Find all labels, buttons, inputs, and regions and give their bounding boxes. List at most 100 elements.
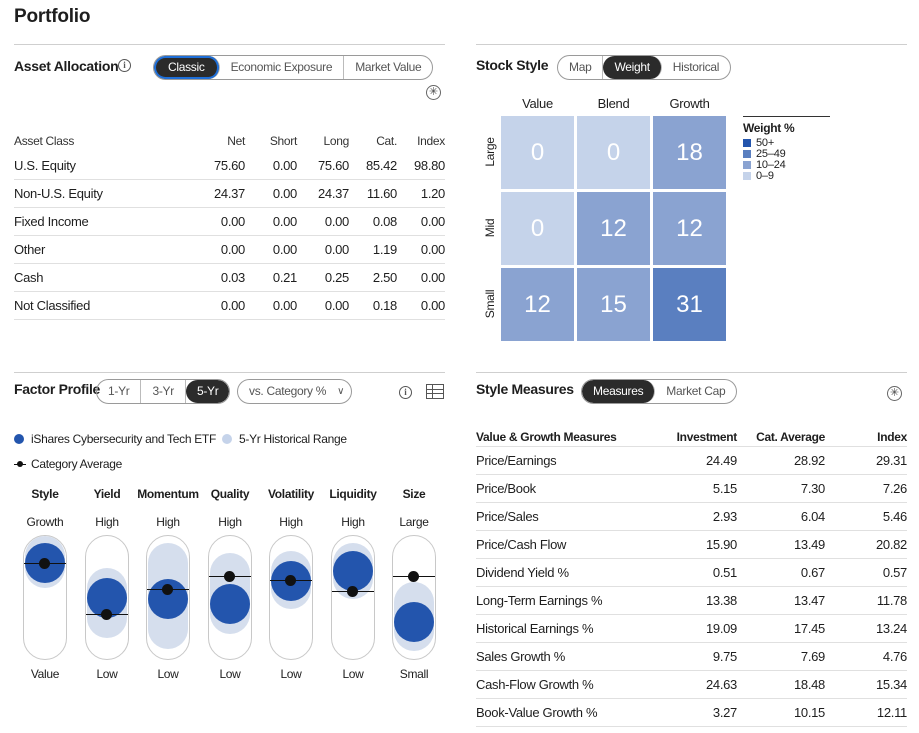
compare-dropdown[interactable]: vs. Category % ∨ bbox=[237, 379, 352, 404]
tab-measures[interactable]: Measures bbox=[582, 380, 656, 403]
factor-track bbox=[208, 535, 252, 660]
legend-item: 0–9 bbox=[743, 170, 830, 182]
table-cell: 0.00 bbox=[324, 214, 349, 229]
tab-economic-exposure[interactable]: Economic Exposure bbox=[220, 56, 345, 79]
table-row: Book-Value Growth % 3.27 10.15 12.11 bbox=[476, 699, 907, 727]
fund-dot-icon bbox=[14, 434, 24, 444]
category-average-marker bbox=[101, 609, 112, 621]
legend-swatch bbox=[743, 171, 751, 180]
factor-track bbox=[331, 535, 375, 660]
style-row-label: Large bbox=[483, 137, 497, 167]
table-cell: 24.49 bbox=[705, 453, 737, 468]
category-average-marker bbox=[408, 570, 419, 582]
factor-name: Style bbox=[31, 487, 59, 501]
table-cell: 0.00 bbox=[272, 214, 297, 229]
asset-class-label: Not Classified bbox=[14, 298, 90, 313]
divider bbox=[476, 372, 907, 373]
tab-market-value[interactable]: Market Value bbox=[355, 60, 422, 74]
style-measures-title: Style Measures bbox=[476, 381, 574, 397]
legend-title: Weight % bbox=[743, 121, 795, 135]
table-cell: 10.15 bbox=[793, 705, 825, 720]
factor-bottom-label: Low bbox=[342, 667, 364, 681]
column-header: Short bbox=[269, 134, 297, 148]
factor-track bbox=[146, 535, 190, 660]
factor-track bbox=[392, 535, 436, 660]
table-cell: 0.00 bbox=[272, 186, 297, 201]
style-row-label: Mid bbox=[483, 218, 497, 238]
info-icon[interactable]: i bbox=[399, 386, 412, 399]
table-cell: 98.80 bbox=[413, 158, 445, 173]
compare-dropdown-label: vs. Category % bbox=[249, 384, 327, 398]
tab-map[interactable]: Map bbox=[558, 56, 604, 79]
table-cell: 0.00 bbox=[420, 298, 445, 313]
measure-label: Sales Growth % bbox=[476, 649, 566, 664]
table-cell: 13.24 bbox=[875, 621, 907, 636]
category-average-marker bbox=[162, 584, 173, 596]
style-box-cell: 18 bbox=[653, 116, 726, 189]
table-cell: 3.27 bbox=[712, 705, 737, 720]
table-cell: 0.57 bbox=[882, 565, 907, 580]
legend-range: 5-Yr Historical Range bbox=[222, 432, 347, 446]
table-cell: 0.00 bbox=[272, 158, 297, 173]
tab-market-cap[interactable]: Market Cap bbox=[666, 384, 726, 398]
column-header: Long bbox=[323, 134, 350, 148]
table-cell: 24.37 bbox=[213, 186, 245, 201]
tab-classic[interactable]: Classic bbox=[154, 56, 220, 79]
tab-1-yr[interactable]: 1-Yr bbox=[97, 380, 142, 403]
table-cell: 0.00 bbox=[420, 242, 445, 257]
factor-top-label: High bbox=[95, 515, 119, 529]
factor-top-label: Growth bbox=[26, 515, 64, 529]
style-box-cell: 0 bbox=[501, 116, 574, 189]
fund-bubble bbox=[333, 550, 373, 591]
style-col-label: Blend bbox=[597, 96, 630, 111]
asset-allocation-tabs: Classic Economic Exposure Market Value bbox=[153, 55, 434, 80]
table-row: Price/Cash Flow 15.90 13.49 20.82 bbox=[476, 531, 907, 559]
fund-bubble bbox=[394, 602, 434, 643]
table-cell: 13.49 bbox=[793, 537, 825, 552]
legend-swatch bbox=[743, 160, 751, 169]
column-header: Net bbox=[227, 134, 245, 148]
table-cell: 0.00 bbox=[420, 214, 445, 229]
table-cell: 24.37 bbox=[317, 186, 349, 201]
table-cell: 6.04 bbox=[800, 509, 825, 524]
column-header: Value & Growth Measures bbox=[476, 429, 617, 444]
table-header: Asset Class Net Short Long Cat. Index bbox=[14, 130, 445, 152]
table-cell: 5.46 bbox=[882, 509, 907, 524]
table-cell: 15.90 bbox=[705, 537, 737, 552]
factor-bottom-label: Low bbox=[280, 667, 302, 681]
table-cell: 5.15 bbox=[712, 481, 737, 496]
table-cell: 13.38 bbox=[705, 593, 737, 608]
table-icon[interactable] bbox=[426, 384, 444, 399]
legend-item: 10–24 bbox=[743, 159, 830, 171]
legend-fund: iShares Cybersecurity and Tech ETF bbox=[14, 432, 216, 446]
table-cell: 75.60 bbox=[317, 158, 349, 173]
factor-top-label: High bbox=[156, 515, 180, 529]
plus-circle-icon[interactable]: ✳ bbox=[426, 85, 441, 100]
factor-top-label: High bbox=[341, 515, 365, 529]
factor-bottom-label: Low bbox=[96, 667, 118, 681]
table-cell: 0.08 bbox=[372, 214, 397, 229]
factor-top-label: High bbox=[218, 515, 242, 529]
measure-label: Historical Earnings % bbox=[476, 621, 594, 636]
table-cell: 0.25 bbox=[324, 270, 349, 285]
tab-5-yr[interactable]: 5-Yr bbox=[185, 380, 230, 403]
table-cell: 13.47 bbox=[793, 593, 825, 608]
style-box-cell: 12 bbox=[501, 268, 574, 341]
table-cell: 0.00 bbox=[324, 298, 349, 313]
category-average-marker bbox=[224, 570, 235, 582]
table-row: Price/Sales 2.93 6.04 5.46 bbox=[476, 503, 907, 531]
table-cell: 20.82 bbox=[875, 537, 907, 552]
tab-weight[interactable]: Weight bbox=[603, 56, 662, 79]
info-icon[interactable]: i bbox=[118, 59, 131, 72]
column-header: Index bbox=[417, 134, 445, 148]
factor-top-label: Large bbox=[399, 515, 429, 529]
tab-historical[interactable]: Historical bbox=[672, 60, 720, 74]
table-cell: 17.45 bbox=[793, 621, 825, 636]
factor-name: Momentum bbox=[137, 487, 199, 501]
measure-label: Cash-Flow Growth % bbox=[476, 677, 594, 692]
table-row: Not Classified 0.00 0.00 0.00 0.18 0.00 bbox=[14, 292, 445, 320]
measure-label: Book-Value Growth % bbox=[476, 705, 598, 720]
category-average-marker bbox=[39, 557, 50, 569]
tab-3-yr[interactable]: 3-Yr bbox=[141, 380, 186, 403]
plus-circle-icon[interactable]: ✳ bbox=[887, 386, 902, 401]
